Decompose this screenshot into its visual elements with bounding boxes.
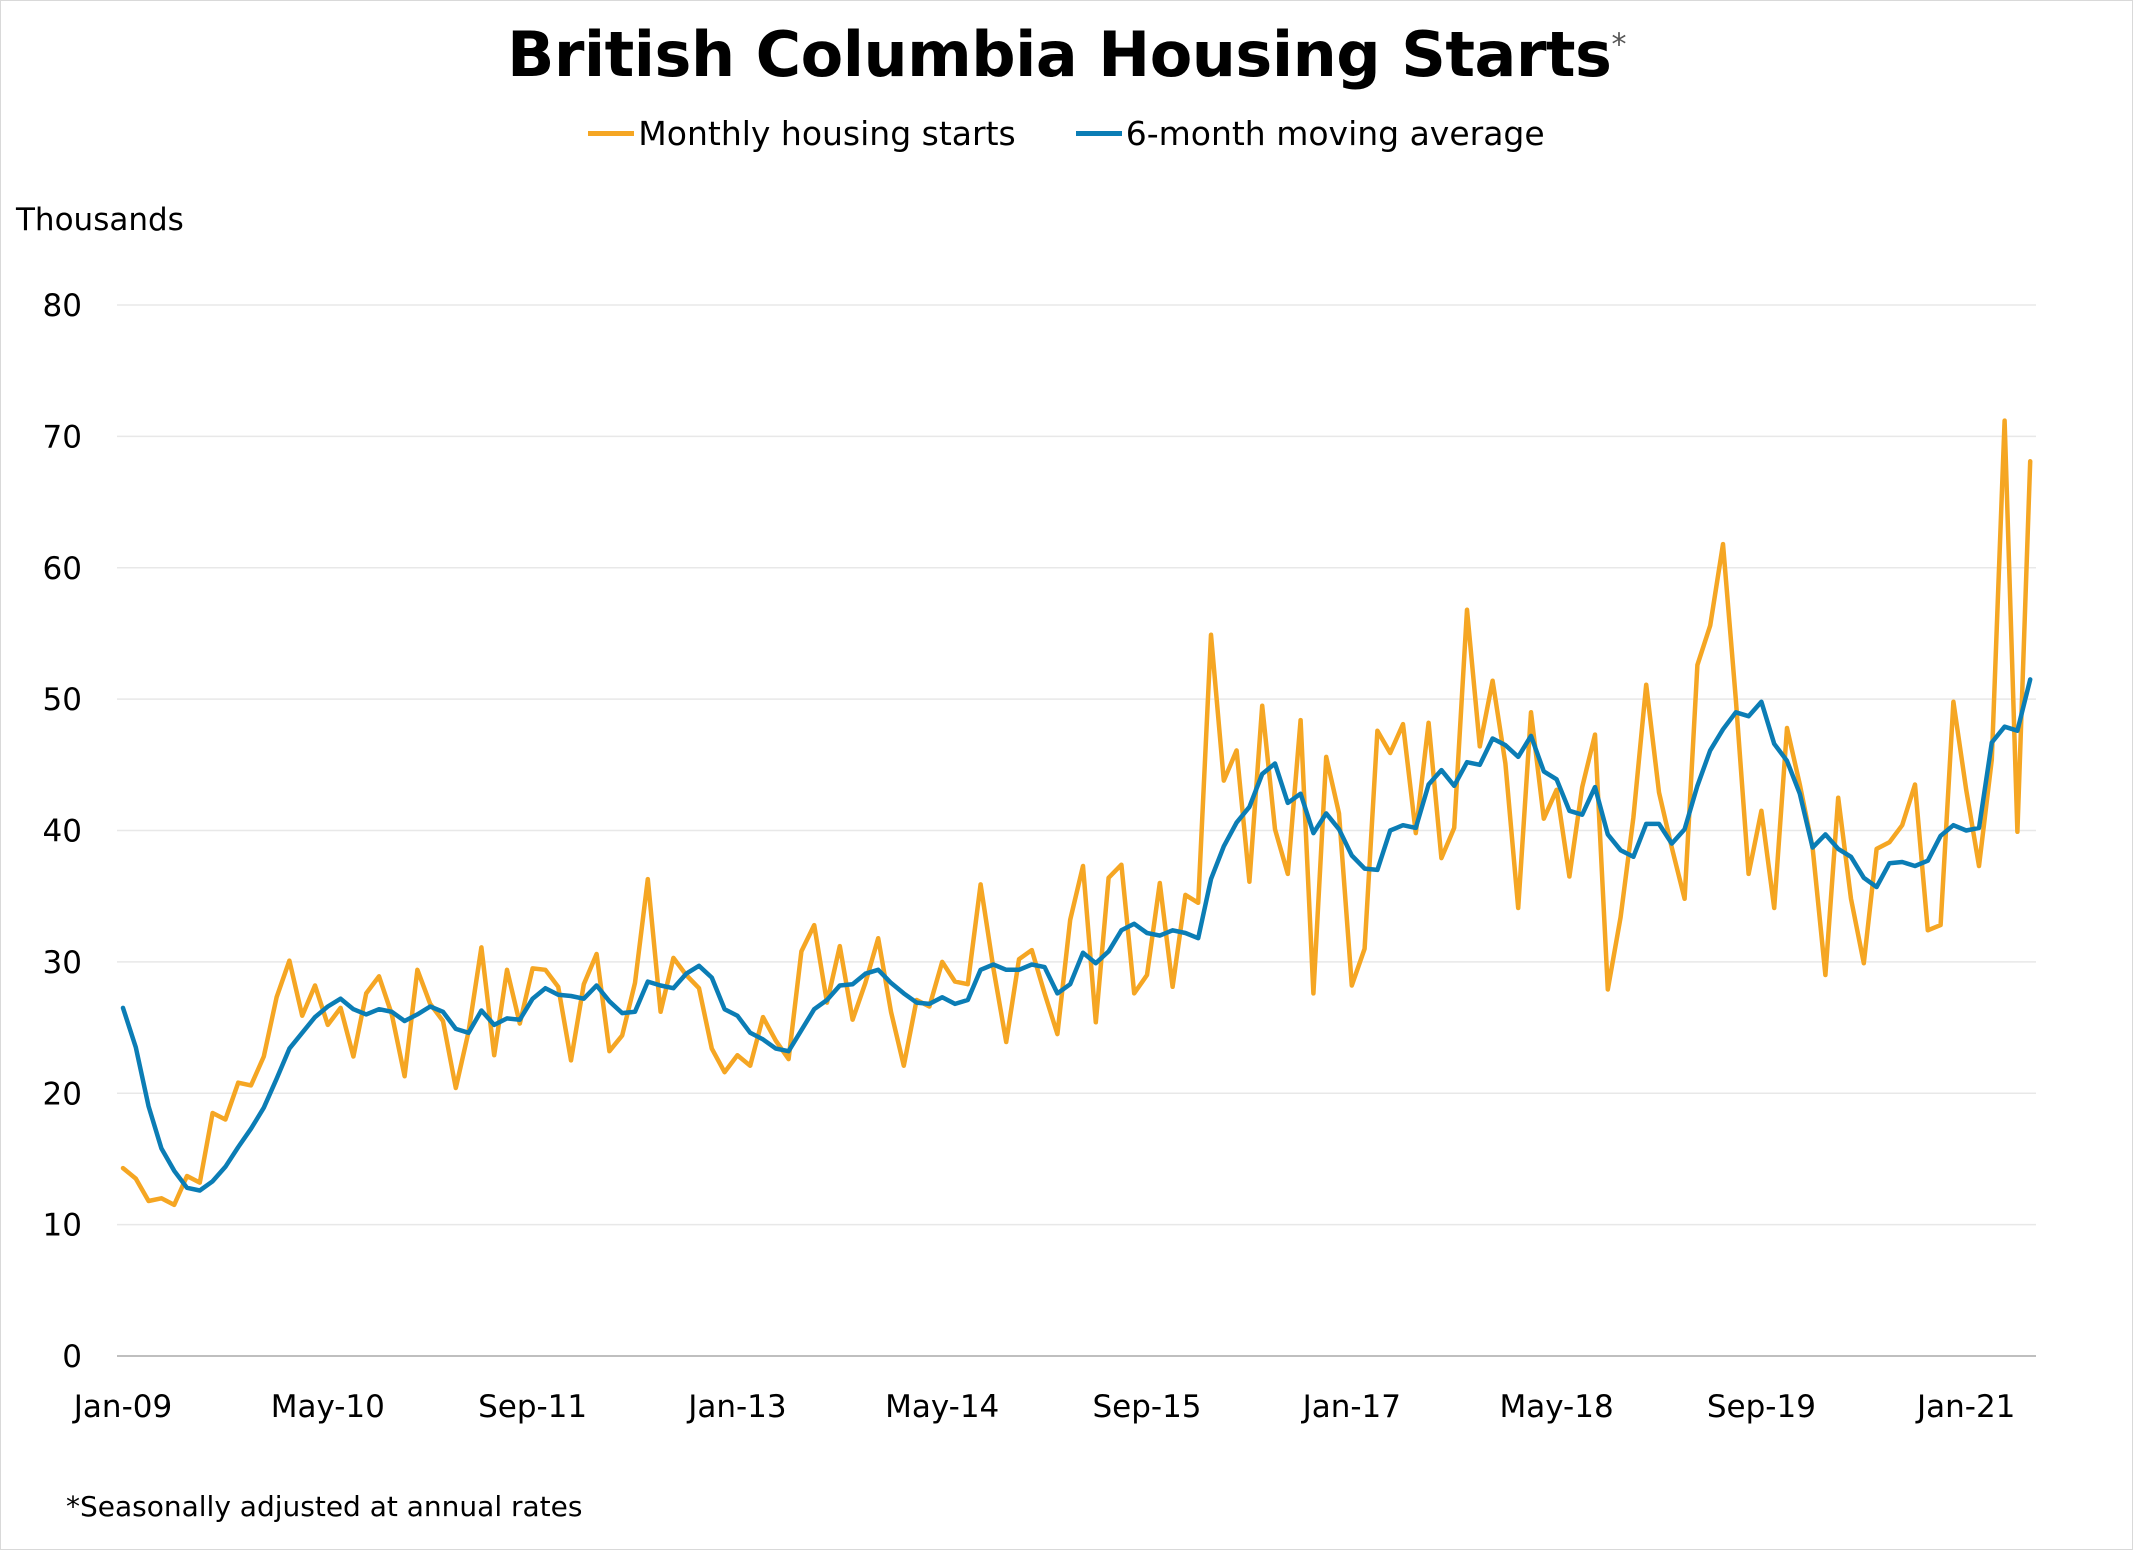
y-tick-label: 60	[43, 551, 82, 587]
x-tick-label: Jan-09	[72, 1389, 172, 1425]
x-axis-ticks: Jan-09 May-10 Sep-11 Jan-13 May-14 Sep-15 Jan-…	[72, 1389, 2016, 1425]
x-tick-label: May-14	[885, 1389, 999, 1425]
chart-title: British Columbia Housing Starts*	[0, 18, 2133, 91]
footnote: *Seasonally adjusted at annual rates	[66, 1490, 583, 1523]
x-tick-label: Jan-17	[1301, 1389, 1401, 1425]
x-tick-label: Jan-21	[1915, 1389, 2015, 1425]
legend-item-monthly: Monthly housing starts	[588, 114, 1016, 153]
y-axis-unit-label: Thousands	[16, 202, 184, 238]
y-tick-label: 50	[43, 682, 82, 718]
chart-title-text: British Columbia Housing Starts	[507, 18, 1612, 91]
legend-label-average: 6-month moving average	[1125, 114, 1545, 153]
legend-label-monthly: Monthly housing starts	[638, 114, 1016, 153]
x-tick-label: Sep-19	[1707, 1389, 1816, 1425]
legend-item-average: 6-month moving average	[1075, 114, 1545, 153]
x-tick-label: Sep-15	[1092, 1389, 1201, 1425]
legend-swatch-average	[1075, 131, 1122, 136]
title-footnote-marker: *	[1611, 27, 1626, 63]
y-axis-ticks: 0 10 20 30 40 50 60 70 80	[43, 288, 82, 1375]
y-tick-label: 40	[43, 814, 82, 850]
x-tick-label: Jan-13	[686, 1389, 786, 1425]
legend-swatch-monthly	[588, 131, 635, 136]
series-lines	[120, 418, 2033, 1208]
y-tick-label: 80	[43, 288, 82, 324]
gridlines	[117, 304, 2036, 1226]
y-tick-label: 30	[43, 945, 82, 981]
chart-legend: Monthly housing starts 6-month moving av…	[0, 114, 2133, 153]
y-tick-label: 20	[43, 1076, 82, 1112]
y-tick-label: 70	[43, 419, 82, 455]
x-tick-label: May-18	[1500, 1389, 1614, 1425]
x-tick-label: Sep-11	[478, 1389, 587, 1425]
y-tick-label: 10	[43, 1208, 82, 1244]
moving-average-line	[120, 677, 2033, 1193]
y-tick-label: 0	[62, 1339, 82, 1375]
monthly-starts-line	[120, 418, 2033, 1208]
x-tick-label: May-10	[271, 1389, 385, 1425]
